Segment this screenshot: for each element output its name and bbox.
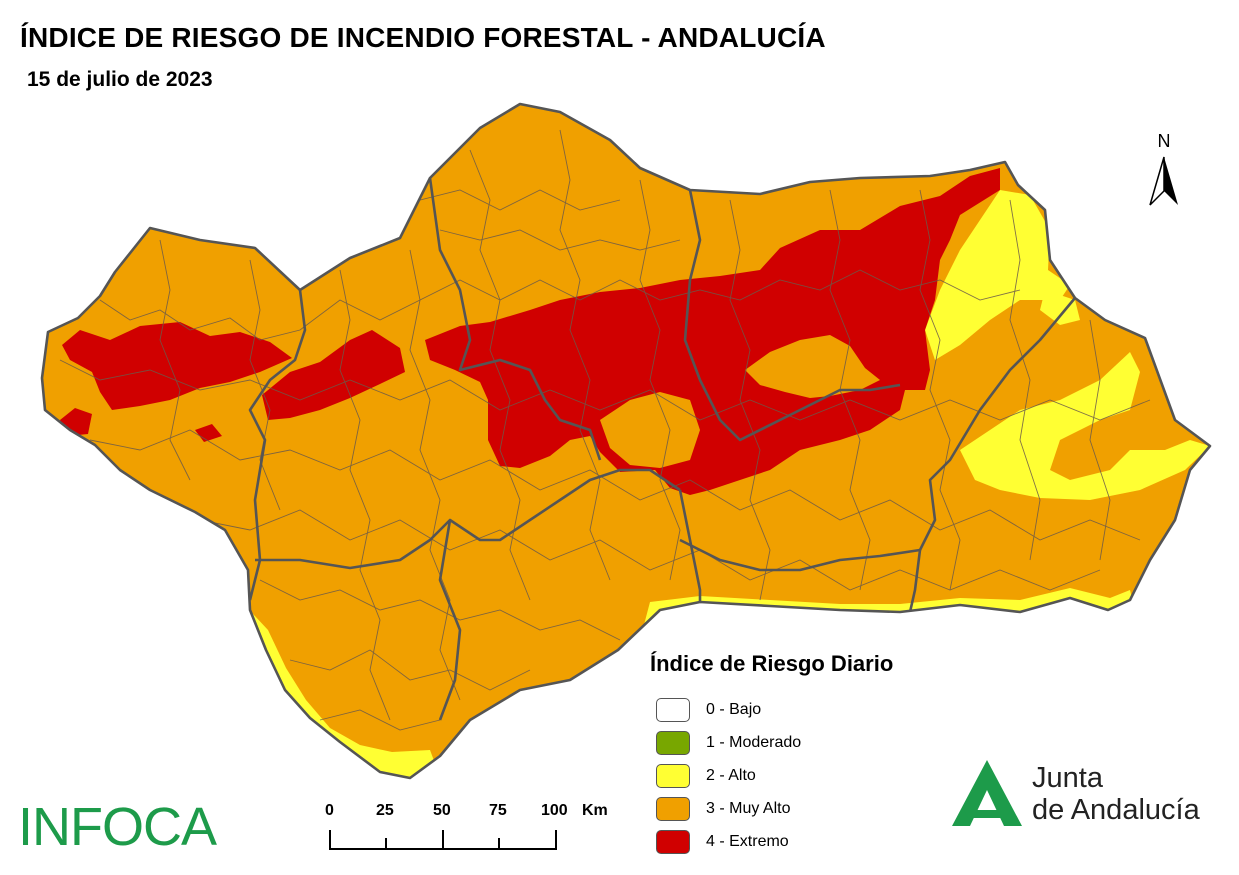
legend-title: Índice de Riesgo Diario [650, 651, 894, 676]
scale-tick-100: 100 [541, 802, 568, 819]
risk-area-extremo-sevilla-north [262, 330, 405, 420]
map-title: ÍNDICE DE RIESGO DE INCENDIO FORESTAL - … [20, 22, 826, 53]
risk-area-extremo-cordoba-jaen [425, 168, 1000, 495]
legend-swatch-muy-alto [656, 796, 690, 821]
legend-item-muy-alto: 3 - Muy Alto [650, 792, 950, 825]
scale-bar-graphic [329, 830, 557, 850]
legend-item-moderado: 1 - Moderado [650, 726, 950, 759]
legend-label-alto: 2 - Alto [706, 766, 756, 784]
legend-label-bajo: 0 - Bajo [706, 700, 762, 718]
legend-label-moderado: 1 - Moderado [706, 733, 802, 751]
junta-logo-icon [952, 760, 1022, 826]
risk-area-alto-almeria-north [1040, 290, 1080, 325]
north-arrow-icon [1149, 156, 1178, 206]
junta-wordmark: Junta de Andalucía [1032, 762, 1200, 826]
legend-item-bajo: 0 - Bajo [650, 693, 950, 726]
risk-area-alto-cadiz-coast [220, 600, 445, 778]
legend-label-muy-alto: 3 - Muy Alto [706, 799, 791, 817]
junta-de-andalucia-logo: Junta de Andalucía [950, 758, 1210, 828]
scale-tick-50: 50 [433, 802, 451, 819]
scale-tick-75: 75 [489, 802, 507, 819]
municipal-boundaries [59, 129, 1151, 731]
risk-area-muy-alto-pocket [745, 335, 880, 398]
risk-area-alto-almeria [960, 352, 1210, 500]
risk-area-alto-jaen-granada-east [925, 190, 1070, 360]
legend-item-alto: 2 - Alto [650, 759, 950, 792]
legend-swatch-extremo [656, 829, 690, 854]
legend-swatch-moderado [656, 730, 690, 755]
junta-line2: de Andalucía [1032, 794, 1200, 826]
scale-unit: Km [582, 802, 608, 819]
province-boundaries [248, 177, 1076, 721]
junta-line1: Junta [1032, 762, 1103, 794]
legend: Índice de Riesgo Diario 0 - Bajo 1 - Mod… [650, 651, 950, 858]
scale-tick-0: 0 [325, 802, 334, 819]
map-date: 15 de julio de 2023 [27, 68, 213, 91]
infoca-logo: INFOCA [18, 797, 217, 857]
scale-bar: 0 25 50 75 100 Km [318, 800, 628, 860]
legend-swatch-alto [656, 763, 690, 788]
legend-item-extremo: 4 - Extremo [650, 825, 950, 858]
north-arrow: N [1144, 131, 1184, 211]
legend-swatch-bajo [656, 697, 690, 722]
risk-area-muy-alto-pocket2 [600, 392, 700, 468]
legend-label-extremo: 4 - Extremo [706, 832, 789, 850]
risk-area-extremo-huelva [62, 322, 292, 410]
north-label: N [1157, 131, 1171, 151]
scale-tick-25: 25 [376, 802, 394, 819]
